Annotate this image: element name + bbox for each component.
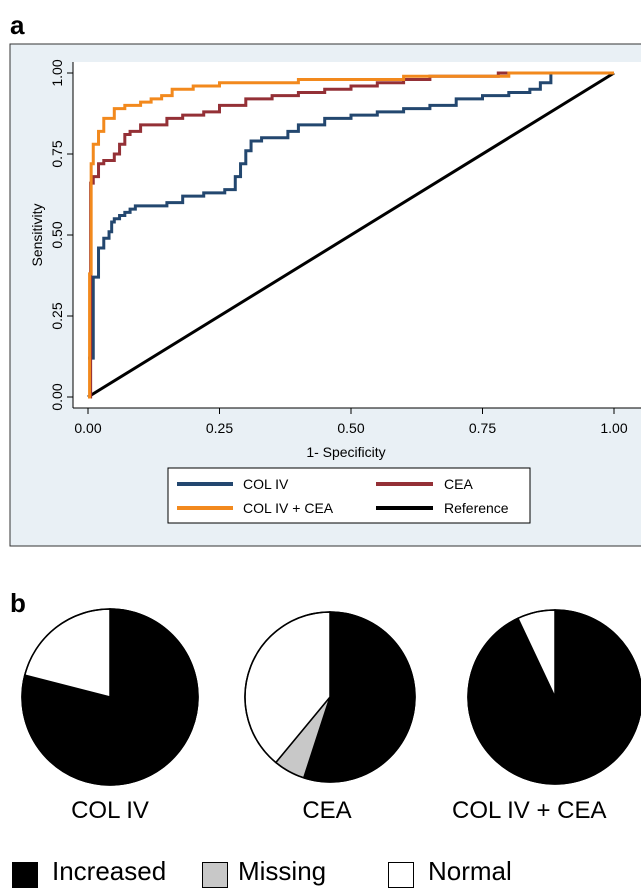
x-tick-label: 0.25 <box>206 420 233 436</box>
y-axis-title: Sensitivity <box>29 203 45 266</box>
legend-label-reference: Reference <box>444 500 509 516</box>
y-tick-label: 1.00 <box>49 59 65 86</box>
x-tick-label: 1.00 <box>600 420 627 436</box>
pie-legend-label-increased: Increased <box>52 856 167 886</box>
panel-a-label: a <box>10 10 25 40</box>
pie-legend-swatch-normal <box>388 862 414 888</box>
roc-line-cea <box>88 71 614 399</box>
y-tick-label: 0.25 <box>49 302 65 329</box>
pie-legend: Increased Missing Normal <box>0 852 641 888</box>
y-tick-label: 0.00 <box>49 383 65 410</box>
pie-legend-swatch-missing <box>202 862 228 888</box>
pie-title-combined: COL IV + CEA <box>452 797 607 824</box>
x-axis-title: 1- Specificity <box>306 444 385 460</box>
roc-line-col-iv <box>88 71 614 360</box>
roc-legend-item-combined: COL IV + CEA <box>177 500 334 516</box>
x-tick-label: 0.75 <box>469 420 496 436</box>
roc-chart: 0.00 0.25 0.50 0.75 1.00 0.00 0.25 0.50 0.75 1.00… <box>9 43 641 547</box>
pie-slice-col-iv-increased <box>21 608 199 786</box>
roc-legend-item-reference: Reference <box>376 500 509 516</box>
pie-legend-label-normal: Normal <box>428 856 512 886</box>
pie-slice-cea-increased <box>302 611 416 783</box>
roc-legend-item-cea: CEA <box>376 476 473 492</box>
x-tick-label: 0.00 <box>74 420 101 436</box>
y-tick-label: 0.50 <box>49 221 65 248</box>
roc-legend-box <box>167 467 531 524</box>
pie-slice-combined-increased <box>467 609 641 785</box>
y-tick-label: 0.75 <box>49 140 65 167</box>
pie-outline-col-iv <box>21 608 199 786</box>
pie-slice-cea-missing <box>274 696 331 779</box>
pie-slice-cea-normal <box>244 611 331 764</box>
roc-line-reference <box>87 71 615 399</box>
roc-line-combined <box>88 71 614 399</box>
pie-title-cea: CEA <box>302 797 352 824</box>
pie-slice-col-iv-normal <box>23 608 111 698</box>
pie-outline-cea <box>244 611 416 783</box>
pie-legend-swatch-increased <box>12 862 38 888</box>
legend-label-combined: COL IV + CEA <box>243 500 334 516</box>
legend-label-col-iv: COL IV <box>243 476 289 492</box>
pie-outline-combined <box>467 609 641 785</box>
legend-label-cea: CEA <box>444 476 473 492</box>
panel-b-label: b <box>10 588 26 618</box>
pie-slice-combined-normal <box>516 609 556 698</box>
pie-legend-label-missing: Missing <box>238 856 327 886</box>
pie-title-col-iv: COL IV <box>71 797 149 824</box>
roc-legend-item-col-iv: COL IV <box>177 476 289 492</box>
x-tick-label: 0.50 <box>337 420 364 436</box>
